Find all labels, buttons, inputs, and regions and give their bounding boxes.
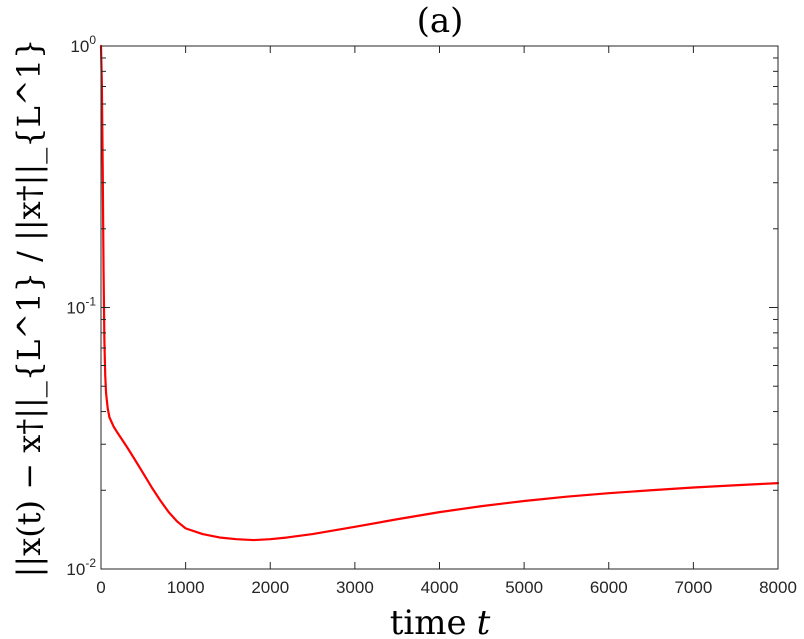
x-tick-label: 2000: [251, 578, 289, 597]
y-axis-label: ||x(t) − x†||_{L^1} / ||x†||_{L^1}: [10, 39, 48, 578]
series-layer: [99, 44, 780, 542]
y-tick-label: 10-1: [66, 295, 96, 318]
y-ticks: 100 10-1 10-2: [66, 33, 778, 579]
x-tick-label: 3000: [336, 578, 374, 597]
chart-title: (a): [417, 1, 464, 41]
x-tick-label: 5000: [505, 578, 543, 597]
x-tick-label: 7000: [674, 578, 712, 597]
x-tick-label: 1000: [167, 578, 205, 597]
x-axis-label-text: time: [390, 603, 467, 639]
series-line-0: [99, 44, 780, 542]
y-tick-label: 100: [70, 33, 96, 56]
x-tick-label: 8000: [759, 578, 797, 597]
y-tick-label: 10-2: [66, 556, 96, 579]
x-tick-label: 6000: [590, 578, 628, 597]
x-tick-label: 0: [96, 578, 105, 597]
x-ticks: 0 1000 2000 3000 4000 5000 6000 7000 8000: [96, 46, 797, 597]
plot-area: [101, 46, 778, 569]
x-axis-label: time t: [390, 603, 491, 639]
x-axis-label-var: t: [477, 603, 491, 639]
x-tick-label: 4000: [421, 578, 459, 597]
